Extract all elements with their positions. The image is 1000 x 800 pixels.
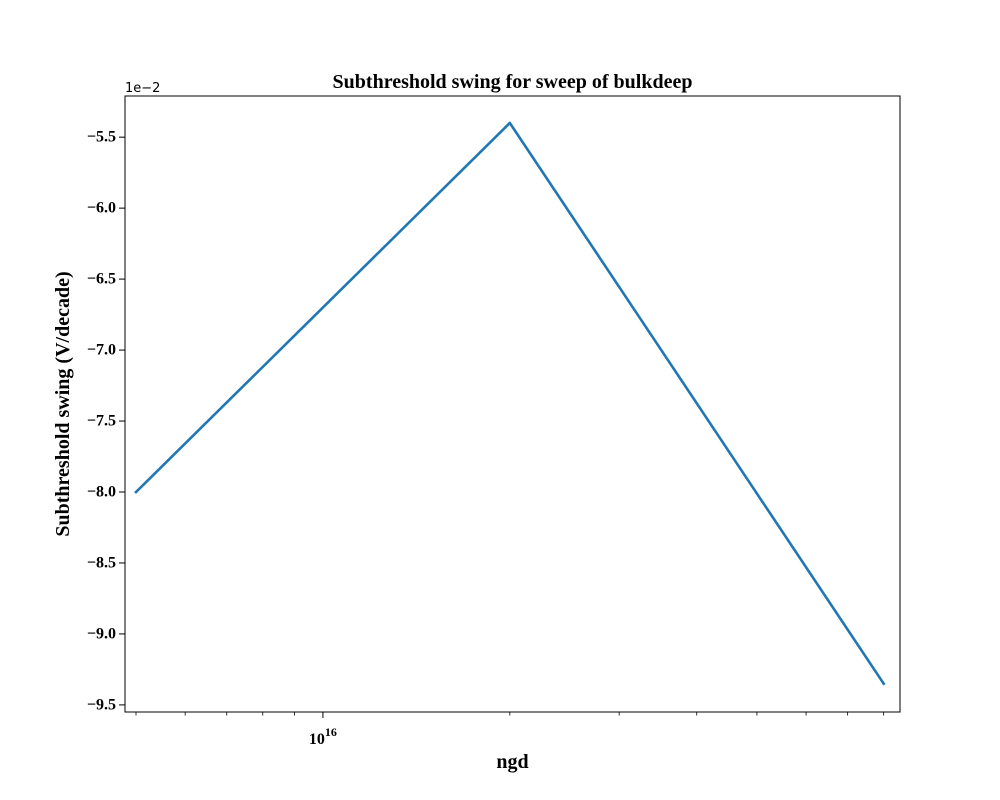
plot-area: −5.5 −6.0 −6.5 −7.0 −7.5 −8.0 −8.5 −9.0 −9.5 1016 [87, 95, 901, 748]
data-point [882, 682, 885, 685]
y-tick-label: −8.5 [87, 554, 116, 571]
y-tick-label: −6.0 [87, 200, 116, 217]
x-axis-label: ngd [496, 751, 528, 773]
y-tick-label: −7.5 [87, 413, 116, 430]
chart-title: Subthreshold swing for sweep of bulkdeep [333, 71, 693, 93]
y-tick-label: −9.5 [87, 696, 116, 713]
data-point [508, 121, 512, 125]
data-point [134, 490, 138, 494]
y-tick-label: −9.0 [87, 625, 116, 642]
y-axis-label: Subthreshold swing (V/decade) [52, 271, 74, 536]
y-tick-label: −8.0 [87, 484, 116, 501]
y-tick-label: −7.0 [87, 342, 116, 359]
y-axis-offset-text: 1e−2 [125, 81, 160, 96]
x-tick-label: 1016 [309, 725, 337, 748]
y-tick-label: −5.5 [87, 129, 116, 146]
axes-frame [124, 95, 901, 713]
y-tick-label: −6.5 [87, 271, 116, 288]
